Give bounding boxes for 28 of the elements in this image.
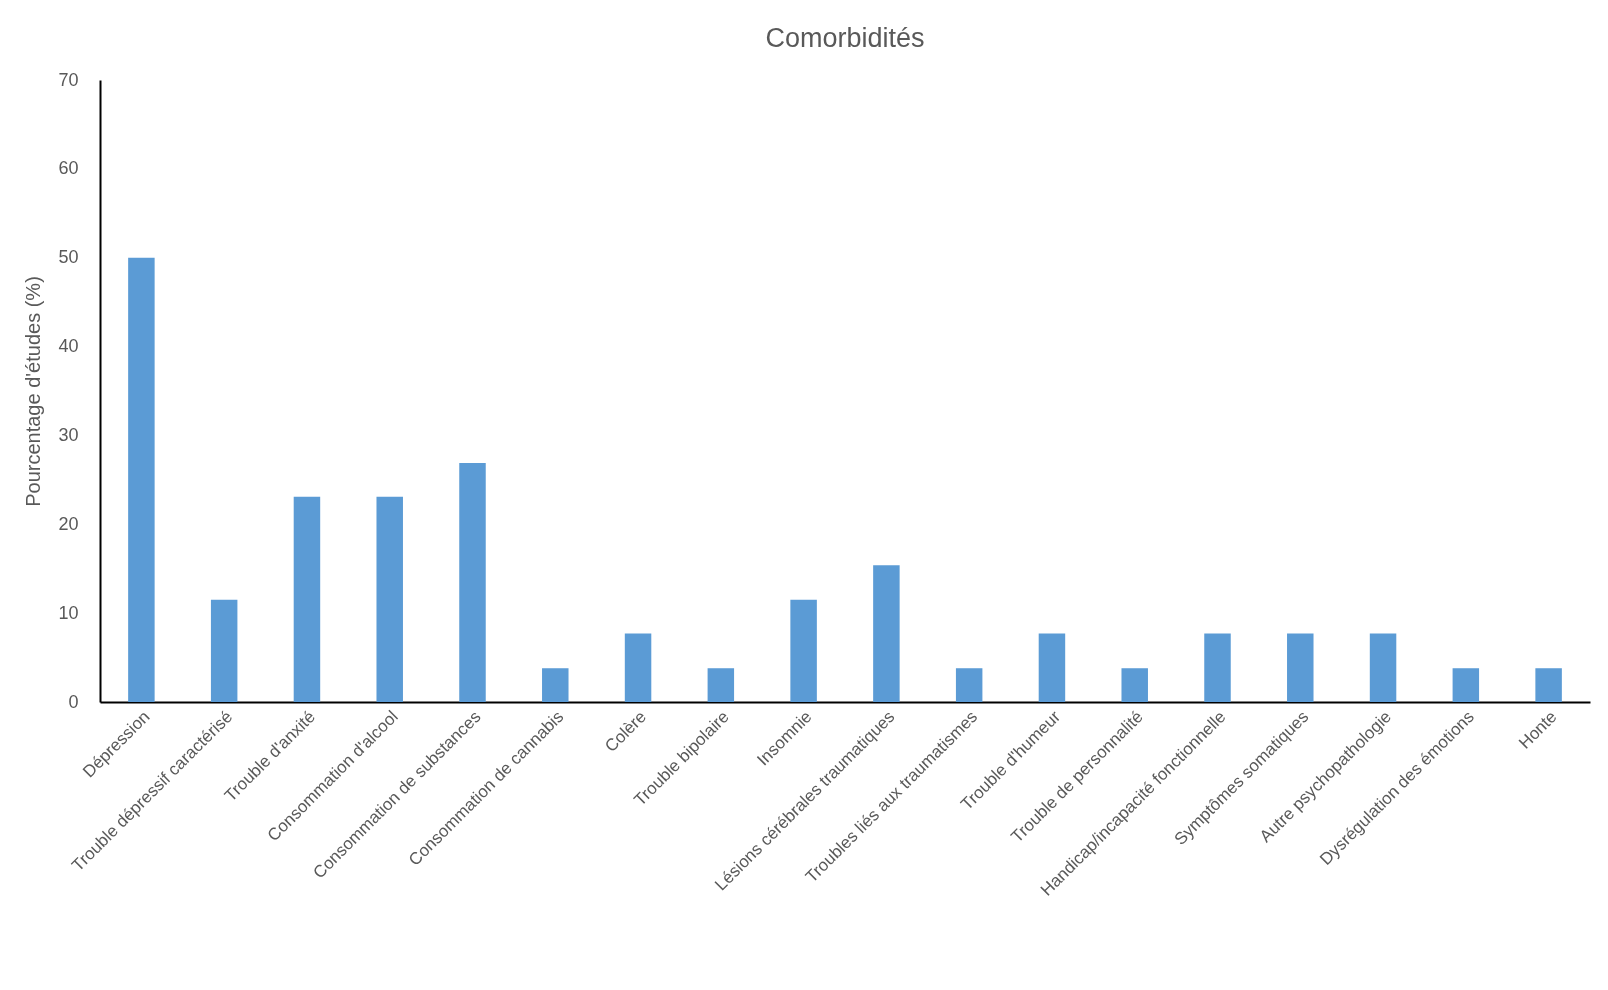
bar	[955, 668, 983, 702]
bar	[1204, 633, 1231, 702]
y-tick-label: 70	[58, 69, 79, 90]
bar	[1038, 633, 1066, 702]
bar	[624, 633, 652, 702]
y-tick-label: 0	[68, 691, 79, 712]
bar	[542, 668, 569, 702]
bar	[293, 496, 321, 702]
bar	[1121, 668, 1148, 702]
bar	[459, 462, 486, 702]
y-tick-label: 30	[58, 424, 79, 445]
y-tick-label: 10	[58, 602, 79, 623]
bar	[790, 599, 817, 702]
y-axis-title: Pourcentage d'études (%)	[22, 276, 45, 507]
y-tick-label: 40	[58, 336, 79, 357]
bar	[1287, 633, 1314, 702]
chart-title: Comorbidités	[765, 23, 925, 53]
bar	[1535, 668, 1562, 702]
bar	[873, 565, 900, 702]
bar	[210, 599, 238, 702]
bar	[128, 257, 155, 702]
y-tick-label: 20	[58, 513, 79, 534]
bar	[1452, 668, 1480, 702]
bar	[707, 668, 735, 702]
y-tick-label: 60	[58, 158, 79, 179]
y-tick-label: 50	[58, 247, 79, 268]
bar	[1369, 633, 1397, 702]
bar	[376, 496, 403, 702]
